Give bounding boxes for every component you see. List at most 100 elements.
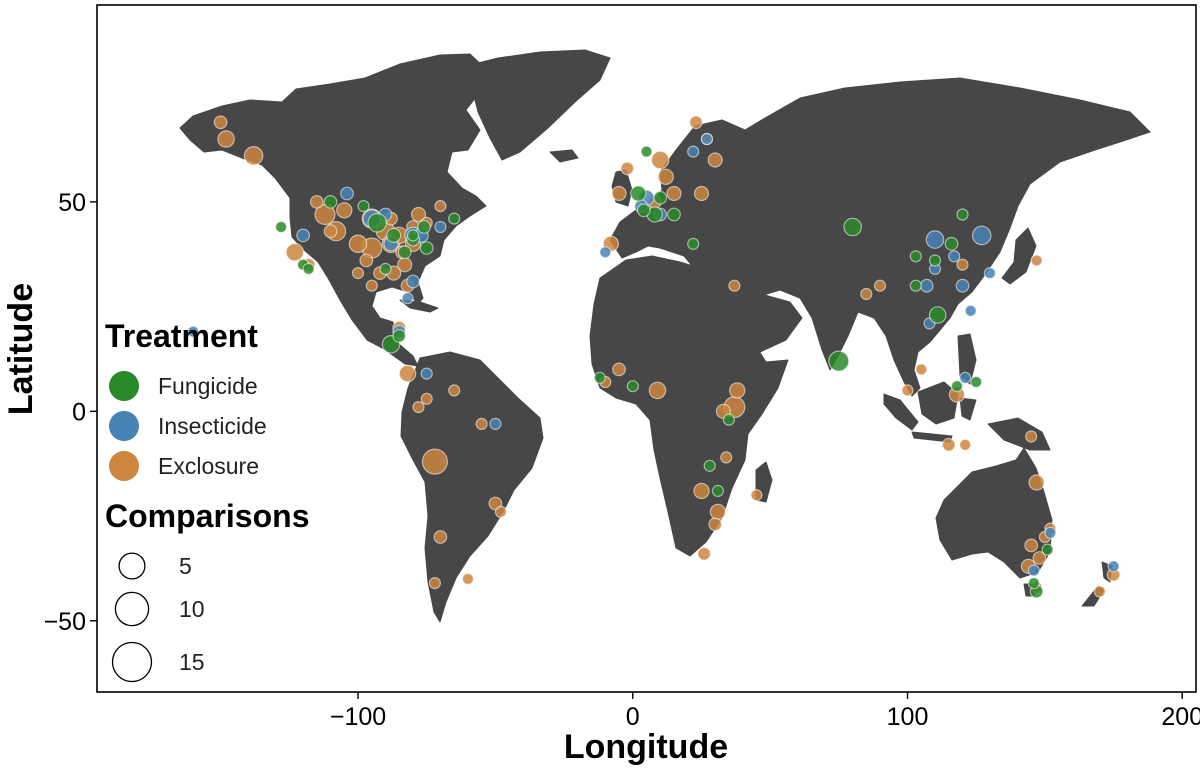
fungicide-point xyxy=(667,207,681,222)
fungicide-point xyxy=(417,220,431,234)
exclosure-point xyxy=(398,364,417,383)
plot-frame xyxy=(96,4,1197,693)
fungicide-point xyxy=(944,236,959,251)
y-axis: −50 0 50 xyxy=(44,189,97,636)
legend-size-label: 10 xyxy=(179,596,205,622)
insecticide-point xyxy=(489,417,502,430)
land-new-guinea xyxy=(987,417,1051,451)
exclosure-point xyxy=(365,279,378,292)
insecticide-point xyxy=(406,274,420,289)
legend-size-label: 15 xyxy=(179,649,205,675)
x-axis: −100 0 100 200 xyxy=(330,692,1200,731)
y-axis-title: Latitude xyxy=(2,283,40,415)
land-new-zealand xyxy=(1081,561,1113,607)
insecticide-point xyxy=(971,225,992,246)
exclosure-point xyxy=(420,392,433,405)
fungicide-point xyxy=(1041,543,1054,556)
fungicide-point xyxy=(711,484,725,497)
exclosure-point xyxy=(217,130,235,148)
land-south-america xyxy=(400,351,544,623)
fungicide-point xyxy=(357,200,370,213)
exclosure-point xyxy=(707,152,723,168)
exclosure-point xyxy=(697,546,712,561)
legend-size-circle xyxy=(111,641,153,683)
exclosure-point xyxy=(213,115,228,130)
fungicide-point xyxy=(302,262,315,275)
legend-swatch-fungicide xyxy=(109,371,139,401)
insecticide-point xyxy=(919,278,934,293)
insecticide-point xyxy=(1107,560,1120,573)
exclosure-point xyxy=(336,202,353,219)
fungicide-point xyxy=(928,306,947,324)
exclosure-point xyxy=(421,448,448,475)
fungicide-point xyxy=(687,237,700,250)
fungicide-point xyxy=(630,185,647,202)
exclosure-point xyxy=(860,287,873,301)
land-greenland xyxy=(465,49,611,161)
exclosure-point xyxy=(1032,551,1047,565)
fungicide-point xyxy=(722,413,736,426)
legend-size-circle xyxy=(118,552,146,580)
fungicide-point xyxy=(909,279,922,292)
fungicide-point xyxy=(397,245,412,260)
legend-label-fungicide: Fungicide xyxy=(158,373,258,399)
exclosure-point xyxy=(434,200,447,213)
legend-swatch-exclosure xyxy=(109,451,139,481)
insecticide-point xyxy=(1027,564,1041,577)
x-tick-label: −100 xyxy=(330,703,386,731)
exclosure-point xyxy=(941,437,956,452)
exclosure-point xyxy=(428,576,441,590)
insecticide-point xyxy=(401,292,414,305)
insecticide-point xyxy=(948,250,961,263)
insecticide-point xyxy=(983,267,997,280)
legend-comparisons-title: Comparisons xyxy=(105,498,309,534)
insecticide-point xyxy=(434,220,447,234)
fungicide-point xyxy=(653,190,668,205)
fungicide-point xyxy=(843,217,862,237)
exclosure-point xyxy=(620,161,635,176)
fungicide-point xyxy=(636,203,651,218)
legend-size-label: 5 xyxy=(179,553,192,579)
land-philippines xyxy=(957,333,977,385)
exclosure-point xyxy=(901,384,914,397)
land-iceland xyxy=(549,149,579,163)
legend-treatment-title: Treatment xyxy=(105,318,258,354)
y-tick-label: 50 xyxy=(58,189,86,217)
exclosure-point xyxy=(448,384,461,397)
fungicide-point xyxy=(275,220,288,234)
fungicide-point xyxy=(406,229,420,242)
fungicide-point xyxy=(386,227,402,243)
exclosure-point xyxy=(433,530,448,544)
x-tick-label: 0 xyxy=(626,703,640,731)
x-axis-title: Longitude xyxy=(564,728,728,766)
exclosure-point xyxy=(475,417,488,430)
fungicide-point xyxy=(640,145,653,158)
exclosure-point xyxy=(1093,585,1106,598)
insecticide-point xyxy=(959,371,972,384)
fungicide-point xyxy=(323,194,338,209)
insecticide-point xyxy=(687,145,700,158)
land-borneo xyxy=(917,381,959,425)
legend-treatment: Treatment Fungicide Insecticide Exclosure xyxy=(105,318,267,481)
land-sumatra xyxy=(883,393,919,431)
exclosure-point xyxy=(709,503,727,521)
exclosure-point xyxy=(693,482,710,500)
fungicide-point xyxy=(956,208,969,221)
insecticide-point xyxy=(700,132,714,146)
y-tick-label: 0 xyxy=(72,398,86,426)
exclosure-point xyxy=(959,438,972,451)
observation-points xyxy=(187,115,1121,599)
exclosure-point xyxy=(1025,430,1038,443)
fungicide-point xyxy=(950,380,964,393)
exclosure-point xyxy=(412,401,425,414)
fungicide-point xyxy=(703,459,716,472)
insecticide-point xyxy=(599,246,612,259)
exclosure-point xyxy=(728,279,741,292)
world-landmass xyxy=(179,49,1151,623)
exclosure-point xyxy=(359,253,374,268)
exclosure-point xyxy=(323,224,338,239)
exclosure-point xyxy=(410,206,427,223)
land-africa xyxy=(589,255,789,557)
exclosure-point xyxy=(915,363,928,376)
fungicide-point xyxy=(928,254,942,267)
